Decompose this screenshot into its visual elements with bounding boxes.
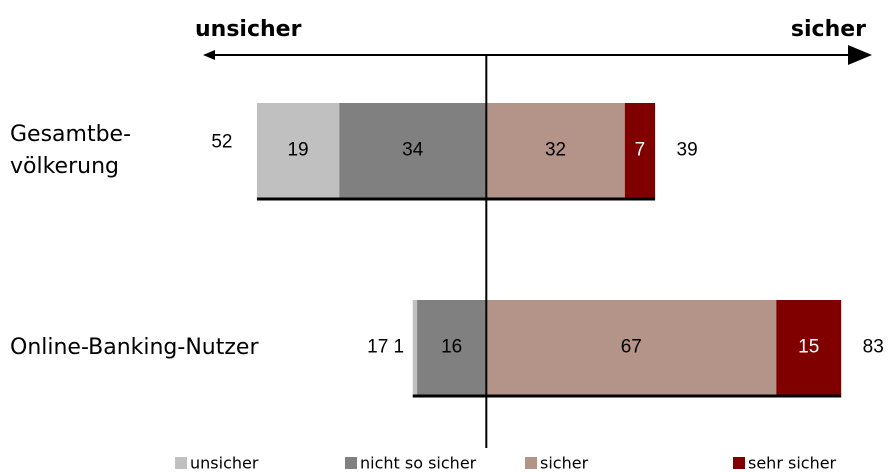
value-label: 34 <box>402 140 424 161</box>
value-label: 16 <box>441 337 462 358</box>
legend-label: sicher <box>540 454 589 472</box>
value-label: 15 <box>798 337 819 358</box>
bar-segment <box>339 103 487 198</box>
total-label: 52 <box>211 132 232 153</box>
value-label: 67 <box>621 337 642 358</box>
bar-segment <box>624 103 656 198</box>
total-label: 39 <box>677 140 698 161</box>
total-label: 17 <box>367 337 388 358</box>
bar-segment <box>256 103 340 198</box>
axis-right-label: sicher <box>791 17 866 42</box>
legend-label: nicht so sicher <box>360 454 477 472</box>
bar-segment <box>417 300 487 395</box>
legend-swatch <box>733 457 745 469</box>
category-label: Online-Banking-Nutzer <box>10 334 259 360</box>
total-label: 83 <box>863 337 884 358</box>
legend-swatch <box>175 457 187 469</box>
arrow-head <box>203 50 215 60</box>
bar-segment <box>776 300 842 395</box>
legend-swatch <box>525 457 537 469</box>
axis-left-label: unsicher <box>195 17 302 42</box>
bar-segment <box>486 300 777 395</box>
value-label: 1 <box>393 337 404 358</box>
value-label: 7 <box>635 140 646 161</box>
value-label: 32 <box>545 140 566 161</box>
bar-segment <box>412 300 418 395</box>
legend-swatch <box>345 457 357 469</box>
value-label: 19 <box>287 140 308 161</box>
legend-label: sehr sicher <box>748 454 837 472</box>
bar-segment <box>486 103 625 198</box>
legend-label: unsicher <box>190 454 259 472</box>
category-label: Gesamtbe- völkerung <box>10 121 132 179</box>
